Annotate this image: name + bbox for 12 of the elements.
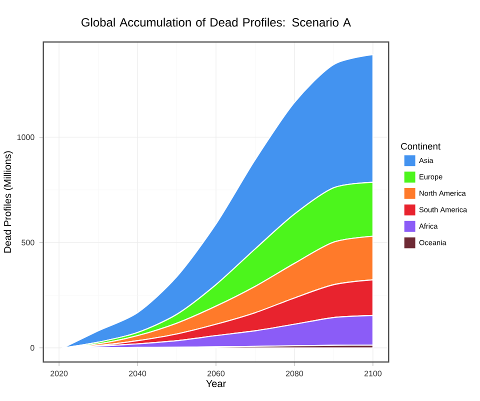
- y-tick-label: 0: [30, 345, 34, 351]
- chart-title: Global Accumulation of Dead Profiles: Scenario A: [82, 18, 351, 27]
- x-tick-label: 2060: [207, 370, 225, 376]
- y-axis-title: Dead Profiles (Millions): [4, 151, 14, 253]
- x-tick-label: 2100: [364, 370, 382, 376]
- x-tick-label: 2080: [286, 370, 304, 376]
- x-tick-label: 2040: [129, 370, 146, 376]
- y-tick-label: 1000: [17, 134, 34, 140]
- x-axis-title: Year: [206, 380, 226, 388]
- x-tick-label: 2020: [50, 370, 68, 376]
- y-tick-label: 500: [22, 240, 34, 246]
- legend-title: Continent: [401, 142, 440, 150]
